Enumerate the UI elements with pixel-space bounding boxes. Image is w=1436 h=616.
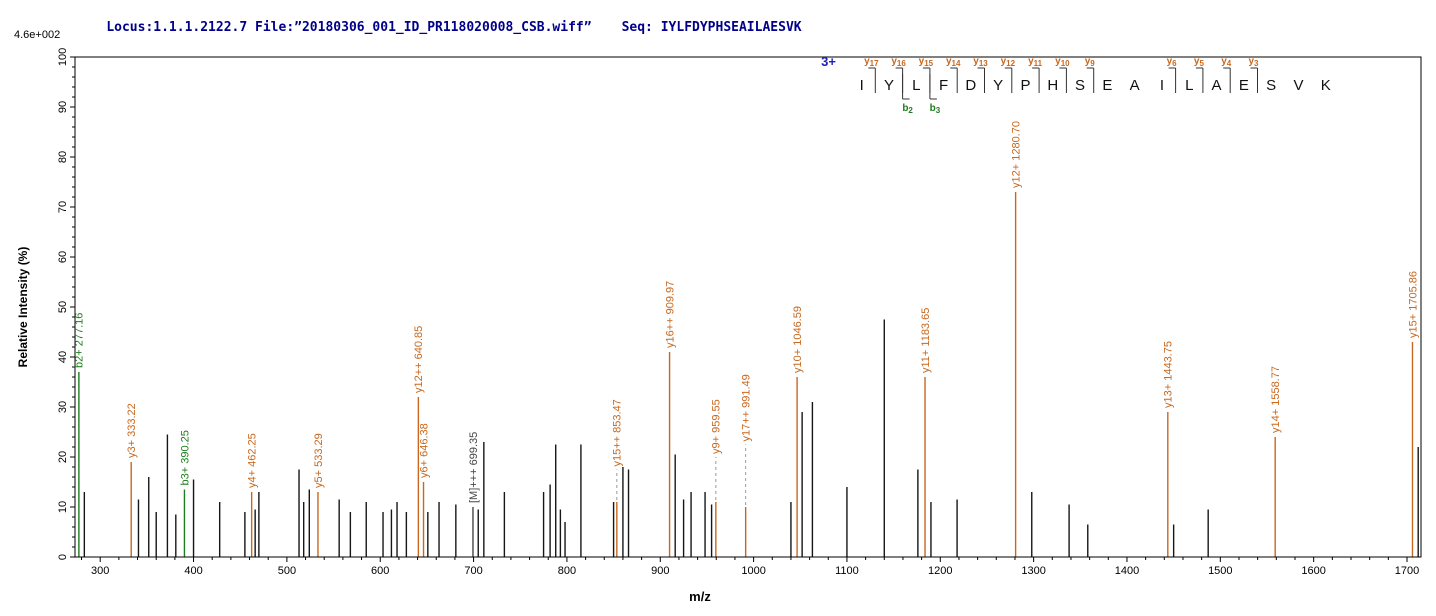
header: Locus:1.1.1.2122.7 File:”20180306_001_ID… bbox=[75, 5, 802, 50]
x-tick-label: 1200 bbox=[928, 565, 952, 577]
ion-label: y16 bbox=[891, 56, 906, 68]
peptide-residue: Y bbox=[884, 77, 894, 94]
peptide-residue: S bbox=[1266, 77, 1276, 94]
sequence-text: Seq: IYLFDYPHSEAILAESVK bbox=[621, 20, 802, 35]
ion-label: y12 bbox=[1001, 56, 1016, 68]
peptide-residue: L bbox=[1185, 77, 1193, 94]
y-tick-label: 70 bbox=[57, 201, 69, 213]
peptide-residue: I bbox=[860, 77, 864, 94]
peptide-residue: A bbox=[1212, 77, 1222, 94]
peak-label: y13+ 1443.75 bbox=[1163, 341, 1175, 408]
x-tick-label: 600 bbox=[371, 565, 389, 577]
peptide-residue: E bbox=[1239, 77, 1249, 94]
ion-label: b3 bbox=[930, 103, 941, 115]
x-tick-label: 1000 bbox=[741, 565, 765, 577]
y-tick-label: 30 bbox=[57, 401, 69, 413]
peak-label: y9+ 959.55 bbox=[711, 399, 723, 454]
precursor-charge-label: 3+ bbox=[821, 54, 836, 69]
peptide-residue: Y bbox=[993, 77, 1003, 94]
peak-label: b2+ 277.16 bbox=[74, 313, 86, 368]
y-tick-label: 80 bbox=[57, 151, 69, 163]
y-axis-title: Relative Intensity (%) bbox=[16, 247, 30, 368]
ion-label: y6 bbox=[1167, 56, 1178, 68]
y-max-absolute-label: 4.6e+002 bbox=[14, 29, 60, 41]
x-tick-label: 1600 bbox=[1301, 565, 1325, 577]
x-tick-label: 1100 bbox=[835, 565, 859, 577]
peak-label: y11+ 1183.65 bbox=[920, 308, 932, 373]
peptide-residue: S bbox=[1075, 77, 1085, 94]
peak-label: y4+ 462.25 bbox=[247, 433, 259, 488]
y-tick-label: 20 bbox=[57, 451, 69, 463]
peptide-residue: P bbox=[1020, 77, 1030, 94]
ion-label: y5 bbox=[1194, 56, 1205, 68]
x-tick-label: 300 bbox=[91, 565, 109, 577]
peak-label: y12+ 1280.70 bbox=[1010, 121, 1022, 188]
x-tick-label: 1700 bbox=[1395, 565, 1419, 577]
ion-label: y9 bbox=[1085, 56, 1096, 68]
x-tick-label: 900 bbox=[651, 565, 669, 577]
x-tick-label: 1400 bbox=[1115, 565, 1139, 577]
ion-label: y3 bbox=[1248, 56, 1259, 68]
ion-label: y17 bbox=[864, 56, 879, 68]
peak-label: b3+ 390.25 bbox=[179, 430, 191, 485]
ion-label: y4 bbox=[1221, 56, 1232, 68]
peptide-residue: H bbox=[1047, 77, 1058, 94]
x-tick-label: 400 bbox=[184, 565, 202, 577]
peak-label: y14+ 1558.77 bbox=[1270, 366, 1282, 433]
peptide-residue: D bbox=[965, 77, 976, 94]
ion-label: y13 bbox=[973, 56, 988, 68]
x-tick-label: 1500 bbox=[1208, 565, 1232, 577]
peptide-residue: K bbox=[1321, 77, 1331, 94]
peak-label: [M]+++ 699.35 bbox=[468, 432, 480, 503]
peptide-residue: A bbox=[1130, 77, 1140, 94]
y-tick-label: 10 bbox=[57, 501, 69, 513]
ion-label: y14 bbox=[946, 56, 961, 68]
y-tick-label: 50 bbox=[57, 301, 69, 313]
x-tick-label: 700 bbox=[464, 565, 482, 577]
x-axis-title: m/z bbox=[689, 589, 711, 604]
y-tick-label: 60 bbox=[57, 251, 69, 263]
x-tick-label: 1300 bbox=[1021, 565, 1045, 577]
peptide-residue: F bbox=[939, 77, 948, 94]
peptide-residue: V bbox=[1293, 77, 1303, 94]
ion-label: b2 bbox=[902, 103, 913, 115]
peak-label: y5+ 533.29 bbox=[313, 433, 325, 488]
peak-label: y3+ 333.22 bbox=[126, 403, 138, 458]
y-tick-label: 100 bbox=[57, 48, 69, 66]
plot-border bbox=[74, 56, 1422, 558]
peak-label: y12++ 640.85 bbox=[413, 326, 425, 393]
y-tick-label: 90 bbox=[57, 101, 69, 113]
ion-label: y15 bbox=[919, 56, 934, 68]
peak-label: y16++ 909.97 bbox=[664, 281, 676, 348]
x-tick-label: 800 bbox=[558, 565, 576, 577]
peak-label: y17++ 991.49 bbox=[741, 374, 753, 441]
y-tick-label: 40 bbox=[57, 351, 69, 363]
peptide-residue: I bbox=[1160, 77, 1164, 94]
peptide-residue: L bbox=[912, 77, 920, 94]
x-tick-label: 500 bbox=[278, 565, 296, 577]
ion-label: y10 bbox=[1055, 56, 1070, 68]
y-tick-label: 0 bbox=[57, 554, 69, 560]
peptide-residue: E bbox=[1102, 77, 1112, 94]
ion-label: y11 bbox=[1028, 56, 1043, 68]
peak-label: y15+ 1705.86 bbox=[1407, 271, 1419, 338]
peak-label: y15++ 853.47 bbox=[612, 399, 624, 466]
peak-label: y6+ 646.38 bbox=[418, 423, 430, 478]
locus-file-text: Locus:1.1.1.2122.7 File:”20180306_001_ID… bbox=[106, 20, 592, 35]
peak-label: y10+ 1046.59 bbox=[792, 306, 804, 373]
